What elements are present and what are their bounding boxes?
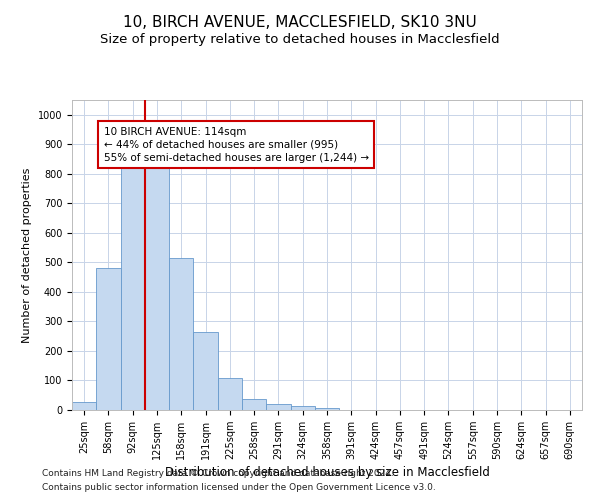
Y-axis label: Number of detached properties: Number of detached properties <box>22 168 32 342</box>
Text: Contains public sector information licensed under the Open Government Licence v3: Contains public sector information licen… <box>42 484 436 492</box>
Bar <box>242 399 266 410</box>
Bar <box>290 406 315 410</box>
Bar <box>145 168 169 410</box>
X-axis label: Distribution of detached houses by size in Macclesfield: Distribution of detached houses by size … <box>164 466 490 479</box>
Bar <box>72 402 96 410</box>
Text: Contains HM Land Registry data © Crown copyright and database right 2024.: Contains HM Land Registry data © Crown c… <box>42 468 394 477</box>
Bar <box>193 332 218 410</box>
Text: 10 BIRCH AVENUE: 114sqm
← 44% of detached houses are smaller (995)
55% of semi-d: 10 BIRCH AVENUE: 114sqm ← 44% of detache… <box>104 126 368 163</box>
Bar <box>266 404 290 410</box>
Bar <box>96 268 121 410</box>
Bar <box>218 378 242 410</box>
Bar <box>315 408 339 410</box>
Bar <box>169 258 193 410</box>
Text: 10, BIRCH AVENUE, MACCLESFIELD, SK10 3NU: 10, BIRCH AVENUE, MACCLESFIELD, SK10 3NU <box>123 15 477 30</box>
Text: Size of property relative to detached houses in Macclesfield: Size of property relative to detached ho… <box>100 32 500 46</box>
Bar <box>121 168 145 410</box>
